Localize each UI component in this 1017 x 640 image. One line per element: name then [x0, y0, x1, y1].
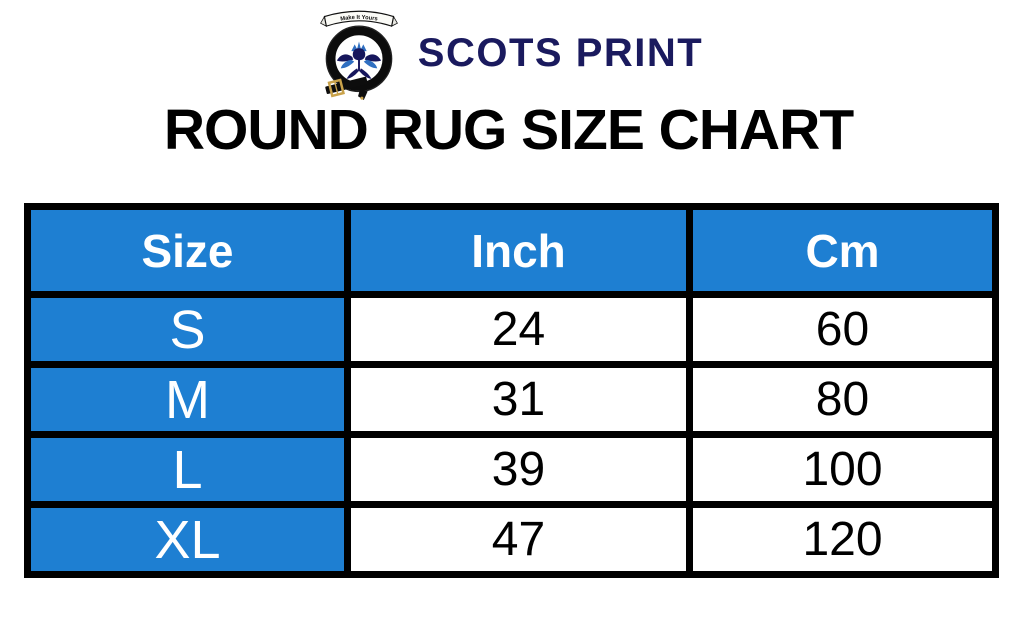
page-title: ROUND RUG SIZE CHART: [163, 98, 854, 162]
strap-tail: [357, 89, 368, 101]
inch-cell: 24: [344, 291, 693, 368]
header-size: Size: [24, 203, 351, 298]
buckle-strap-icon: [325, 76, 368, 98]
table-row: XL 47 120: [24, 501, 999, 578]
table-row: M 31 80: [24, 361, 999, 438]
thistle-crest-logo-icon: Make It Yours: [319, 10, 398, 101]
table-row: L 39 100: [24, 431, 999, 508]
brand-name: SCOTS PRINT: [417, 30, 704, 75]
strap-tip: [360, 96, 364, 100]
size-cell: S: [24, 291, 351, 368]
banner-text: Make It Yours: [340, 15, 378, 23]
table-row: S 24 60: [24, 291, 999, 368]
header-inch: Inch: [344, 203, 693, 298]
size-cell: XL: [24, 501, 351, 578]
cm-cell: 120: [686, 501, 999, 578]
brand-header: Make It Yours SCOTS PRINT: [0, 0, 1017, 101]
banner-ribbon: [323, 10, 395, 27]
cm-cell: 100: [686, 431, 999, 508]
cm-cell: 60: [686, 291, 999, 368]
inch-cell: 39: [344, 431, 693, 508]
inch-cell: 47: [344, 501, 693, 578]
thistle-icon: [336, 41, 381, 79]
size-chart-table: Size Inch Cm S 24 60 M 31 80 L 39 100 XL…: [24, 203, 999, 578]
size-cell: M: [24, 361, 351, 438]
cm-cell: 80: [686, 361, 999, 438]
header-cm: Cm: [686, 203, 999, 298]
header-row: Size Inch Cm: [24, 203, 999, 298]
inch-cell: 31: [344, 361, 693, 438]
size-cell: L: [24, 431, 351, 508]
